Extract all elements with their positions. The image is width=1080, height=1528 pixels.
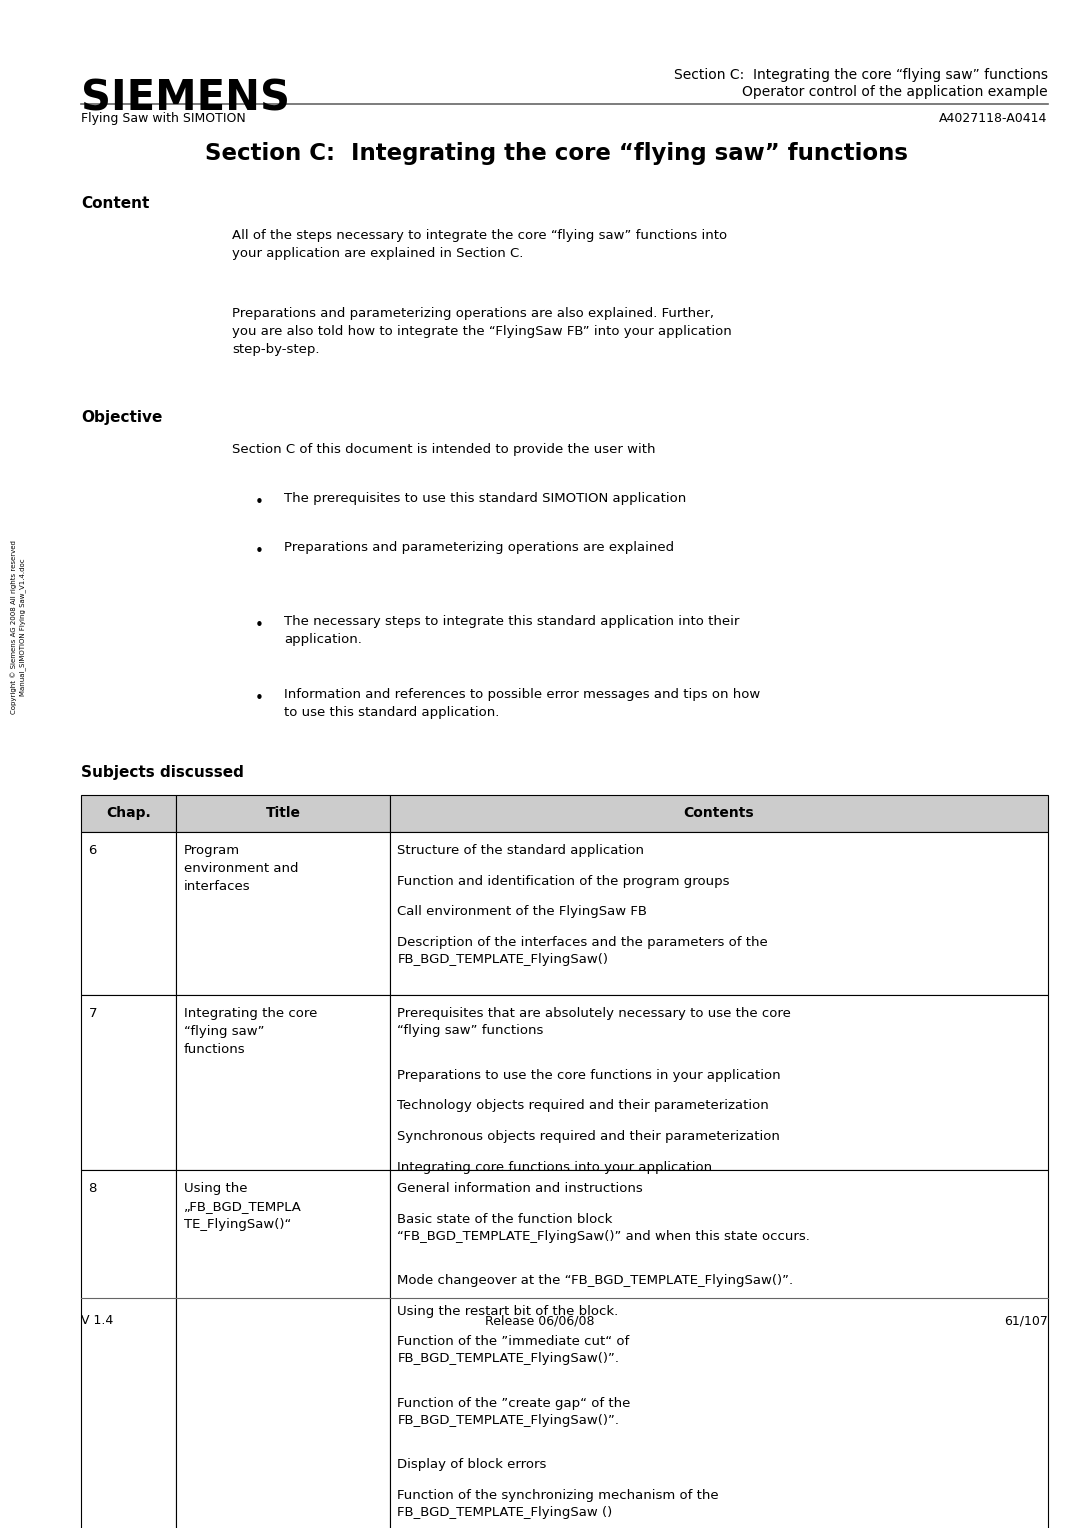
- Text: Section C of this document is intended to provide the user with: Section C of this document is intended t…: [232, 443, 656, 455]
- Bar: [81, 1170, 176, 1528]
- Bar: [176, 795, 390, 831]
- Text: Contents: Contents: [684, 807, 754, 821]
- Text: Section C:  Integrating the core “flying saw” functions: Section C: Integrating the core “flying …: [674, 69, 1048, 83]
- Bar: [176, 1170, 390, 1528]
- Text: Basic state of the function block
“FB_BGD_TEMPLATE_FlyingSaw()” and when this st: Basic state of the function block “FB_BG…: [397, 1213, 810, 1242]
- Text: Preparations and parameterizing operations are also explained. Further,
you are : Preparations and parameterizing operatio…: [232, 307, 732, 356]
- Text: Integrating the core
“flying saw”
functions: Integrating the core “flying saw” functi…: [184, 1007, 316, 1056]
- Text: 8: 8: [89, 1183, 97, 1195]
- Text: General information and instructions: General information and instructions: [397, 1183, 644, 1195]
- Text: Mode changeover at the “FB_BGD_TEMPLATE_FlyingSaw()”.: Mode changeover at the “FB_BGD_TEMPLATE_…: [397, 1274, 794, 1287]
- Text: •: •: [255, 617, 264, 633]
- Text: Synchronous objects required and their parameterization: Synchronous objects required and their p…: [397, 1131, 781, 1143]
- Text: •: •: [255, 691, 264, 706]
- Text: Content: Content: [81, 196, 149, 211]
- Text: 6: 6: [89, 843, 97, 857]
- Text: Operator control of the application example: Operator control of the application exam…: [742, 84, 1048, 98]
- Text: Using the restart bit of the block.: Using the restart bit of the block.: [397, 1305, 619, 1317]
- Text: Chap.: Chap.: [106, 807, 151, 821]
- Text: All of the steps necessary to integrate the core “flying saw” functions into
you: All of the steps necessary to integrate …: [232, 229, 727, 260]
- Bar: [390, 795, 1048, 831]
- Text: Subjects discussed: Subjects discussed: [81, 766, 244, 779]
- Text: Preparations to use the core functions in your application: Preparations to use the core functions i…: [397, 1068, 781, 1082]
- Text: Using the
„FB_BGD_TEMPLA
TE_FlyingSaw()“: Using the „FB_BGD_TEMPLA TE_FlyingSaw()“: [184, 1183, 301, 1232]
- Text: Function of the synchronizing mechanism of the
FB_BGD_TEMPLATE_FlyingSaw (): Function of the synchronizing mechanism …: [397, 1488, 719, 1519]
- Text: Integrating core functions into your application: Integrating core functions into your app…: [397, 1161, 713, 1174]
- Text: The prerequisites to use this standard SIMOTION application: The prerequisites to use this standard S…: [284, 492, 686, 506]
- Bar: [176, 831, 390, 995]
- Text: Objective: Objective: [81, 411, 162, 425]
- Text: Function of the ”immediate cut“ of
FB_BGD_TEMPLATE_FlyingSaw()”.: Function of the ”immediate cut“ of FB_BG…: [397, 1335, 630, 1366]
- Text: •: •: [255, 495, 264, 510]
- Text: A4027118-A0414: A4027118-A0414: [940, 112, 1048, 125]
- Bar: [390, 1170, 1048, 1528]
- Text: Display of block errors: Display of block errors: [397, 1458, 546, 1471]
- Text: 61/107: 61/107: [1003, 1314, 1048, 1328]
- Text: Function of the ”create gap“ of the
FB_BGD_TEMPLATE_FlyingSaw()”.: Function of the ”create gap“ of the FB_B…: [397, 1397, 631, 1427]
- Text: Description of the interfaces and the parameters of the
FB_BGD_TEMPLATE_FlyingSa: Description of the interfaces and the pa…: [397, 935, 768, 966]
- Text: Technology objects required and their parameterization: Technology objects required and their pa…: [397, 1100, 769, 1112]
- Bar: [176, 995, 390, 1170]
- Text: Information and references to possible error messages and tips on how
to use thi: Information and references to possible e…: [284, 689, 760, 720]
- Text: Title: Title: [266, 807, 300, 821]
- Text: SIEMENS: SIEMENS: [81, 78, 291, 119]
- Text: •: •: [255, 544, 264, 559]
- Text: 7: 7: [89, 1007, 97, 1021]
- Text: Structure of the standard application: Structure of the standard application: [397, 843, 645, 857]
- Text: V 1.4: V 1.4: [81, 1314, 113, 1328]
- Bar: [390, 831, 1048, 995]
- Text: Flying Saw with SIMOTION: Flying Saw with SIMOTION: [81, 112, 246, 125]
- Text: The necessary steps to integrate this standard application into their
applicatio: The necessary steps to integrate this st…: [284, 614, 740, 646]
- Text: Function and identification of the program groups: Function and identification of the progr…: [397, 874, 730, 888]
- Text: Preparations and parameterizing operations are explained: Preparations and parameterizing operatio…: [284, 541, 674, 555]
- Text: Program
environment and
interfaces: Program environment and interfaces: [184, 843, 298, 892]
- Bar: [81, 831, 176, 995]
- Bar: [81, 795, 176, 831]
- Text: Prerequisites that are absolutely necessary to use the core
“flying saw” functio: Prerequisites that are absolutely necess…: [397, 1007, 792, 1038]
- Text: Call environment of the FlyingSaw FB: Call environment of the FlyingSaw FB: [397, 905, 647, 918]
- Bar: [81, 995, 176, 1170]
- Text: Release 06/06/08: Release 06/06/08: [485, 1314, 595, 1328]
- Text: Section C:  Integrating the core “flying saw” functions: Section C: Integrating the core “flying …: [205, 142, 907, 165]
- Bar: [390, 995, 1048, 1170]
- Text: Copyright © Siemens AG 2008 All rights reserved
Manual_SIMOTION Flying Saw_V1.4.: Copyright © Siemens AG 2008 All rights r…: [11, 541, 26, 714]
